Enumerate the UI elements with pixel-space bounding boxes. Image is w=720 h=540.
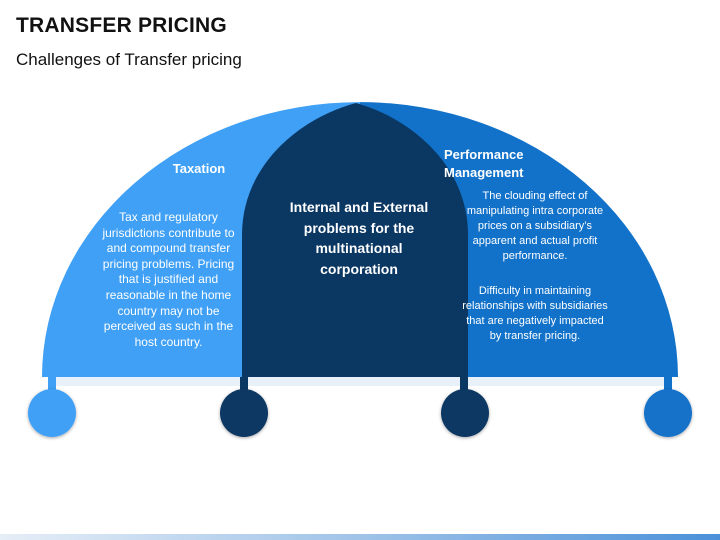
footer-bar bbox=[0, 534, 720, 540]
performance-body-1: The clouding effect of manipulating intr… bbox=[466, 190, 604, 262]
stem-2 bbox=[240, 377, 248, 393]
taxation-body: Tax and regulatory jurisdictions contrib… bbox=[102, 210, 235, 349]
stem-4 bbox=[664, 377, 672, 393]
circle-3 bbox=[441, 389, 489, 437]
base-bar bbox=[48, 376, 666, 386]
center-text: Internal and External problems for the m… bbox=[289, 199, 429, 277]
performance-body-2: Difficulty in maintaining relationships … bbox=[462, 285, 608, 342]
circle-1 bbox=[28, 389, 76, 437]
circle-4 bbox=[644, 389, 692, 437]
center-segment bbox=[242, 103, 468, 377]
slide-subtitle: Challenges of Transfer pricing bbox=[16, 50, 242, 69]
taxation-heading: Taxation bbox=[172, 161, 226, 176]
circle-2 bbox=[220, 389, 268, 437]
stem-1 bbox=[48, 377, 56, 393]
stem-3 bbox=[460, 377, 468, 393]
slide-title: TRANSFER PRICING bbox=[16, 14, 227, 37]
performance-heading: Performance Management bbox=[444, 147, 524, 180]
